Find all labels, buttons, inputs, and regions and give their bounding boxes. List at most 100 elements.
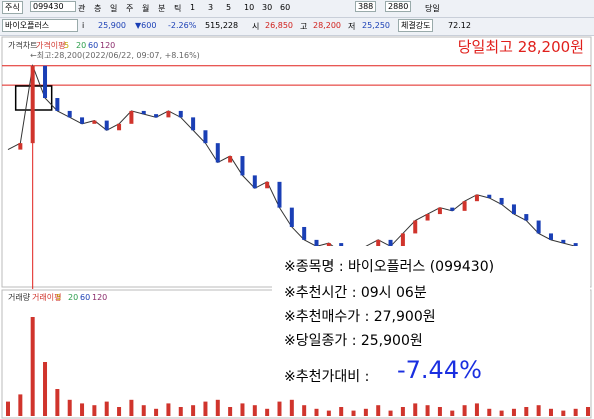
- info-icon[interactable]: i: [82, 21, 85, 30]
- legend-item: 5: [64, 41, 69, 50]
- toolbar-button[interactable]: 10: [244, 3, 255, 12]
- candle: [573, 243, 578, 247]
- candle: [18, 143, 23, 150]
- count-input[interactable]: 388: [355, 1, 377, 12]
- quote-bar: 바이오플러스 i 25,900 ▼600 -2.26% 515,228 시 26…: [0, 18, 594, 36]
- strength-label: 체결강도: [398, 19, 434, 32]
- volume: 515,228: [205, 21, 239, 30]
- volume-bar: [6, 401, 10, 416]
- candle: [92, 120, 97, 124]
- change-label: ※추천가대비 :: [284, 369, 370, 385]
- volume-bar: [228, 407, 233, 416]
- volume-bar: [43, 362, 48, 416]
- volume-bar: [536, 405, 541, 416]
- change-value: -7.44%: [397, 356, 482, 384]
- candle: [437, 207, 442, 215]
- candle: [499, 197, 504, 205]
- volume-bar: [55, 389, 60, 416]
- volume-bar: [388, 410, 393, 416]
- candle: [43, 65, 48, 99]
- candle: [487, 194, 492, 198]
- open-label: 시: [252, 22, 260, 31]
- legend-item: 5: [56, 293, 61, 302]
- volume-bar: [511, 408, 516, 416]
- strength: 72.12: [448, 21, 471, 30]
- today-toggle[interactable]: 당일: [425, 4, 440, 13]
- legend-item: 거래량: [8, 292, 31, 302]
- volume-bar: [141, 405, 146, 416]
- change: ▼600: [135, 21, 157, 30]
- candle: [302, 226, 307, 240]
- code-input[interactable]: 099430: [30, 1, 76, 12]
- toolbar-button[interactable]: 월: [142, 4, 150, 13]
- volume-bar: [92, 405, 97, 416]
- volume-bar: [67, 399, 72, 416]
- toolbar-button[interactable]: 층: [94, 4, 102, 13]
- volume-bar: [339, 407, 344, 416]
- annotation: ←최고:28,200(2022/06/22, 09:07, +8.16%): [30, 50, 200, 60]
- toolbar-button[interactable]: 관: [78, 4, 86, 13]
- candle: [104, 120, 109, 131]
- candle: [511, 204, 516, 215]
- volume-bar: [30, 317, 35, 416]
- toolbar-button[interactable]: 일: [110, 4, 118, 13]
- volume-bar: [302, 405, 307, 416]
- candle: [548, 233, 553, 240]
- candle: [80, 117, 85, 124]
- toolbar-button[interactable]: 3: [208, 3, 214, 12]
- info-line: ※당일종가 : 25,900원: [284, 333, 423, 349]
- candle: [289, 207, 294, 227]
- toolbar-button[interactable]: 틱: [174, 4, 182, 13]
- volume-bar: [413, 403, 418, 416]
- legend-item: 가격이평: [36, 40, 65, 50]
- toolbar-button[interactable]: 주: [126, 4, 134, 13]
- legend-item: 120: [100, 41, 115, 50]
- candle: [215, 143, 220, 163]
- candle: [240, 156, 245, 176]
- volume-bar: [326, 410, 331, 416]
- toolbar-button[interactable]: 60: [280, 3, 291, 12]
- candle: [450, 207, 455, 211]
- volume-bar: [561, 410, 566, 416]
- callout: 당일최고 28,200원: [458, 38, 584, 56]
- candle: [154, 114, 159, 118]
- volume-bar: [450, 410, 455, 416]
- volume-bar: [462, 405, 467, 416]
- legend-item: 120: [92, 293, 107, 302]
- toolbar-button[interactable]: 1: [190, 3, 196, 12]
- volume-bar: [437, 407, 442, 416]
- volume-bar: [240, 403, 245, 416]
- volume-bar: [154, 408, 159, 416]
- candle: [376, 239, 381, 247]
- candle: [326, 243, 331, 247]
- volume-bar: [363, 408, 368, 416]
- toolbar-button[interactable]: 5: [226, 3, 232, 12]
- volume-bar: [215, 399, 220, 416]
- volume-bar: [104, 401, 109, 416]
- legend-item: 60: [80, 293, 90, 302]
- candle: [413, 220, 418, 234]
- legend-item: 60: [88, 41, 98, 50]
- volume-bar: [178, 407, 183, 416]
- legend-item: 20: [76, 41, 86, 50]
- legend-item: 가격차트: [8, 40, 37, 50]
- volume-bar: [548, 408, 553, 416]
- total: 2880: [385, 1, 412, 12]
- candle: [252, 175, 257, 189]
- volume-bar: [573, 408, 578, 416]
- candle: [400, 233, 405, 247]
- candle: [277, 181, 282, 208]
- volume-bar: [289, 399, 294, 416]
- candle: [166, 110, 171, 118]
- candle: [129, 110, 134, 124]
- market-select[interactable]: 주식: [2, 1, 23, 14]
- volume-bar: [487, 408, 492, 416]
- high: 28,200: [313, 21, 341, 30]
- volume-bar: [425, 405, 430, 416]
- toolbar-button[interactable]: 분: [158, 4, 166, 13]
- toolbar-button[interactable]: 30: [262, 3, 273, 12]
- candle: [265, 181, 270, 189]
- candle: [141, 110, 146, 115]
- candle: [536, 220, 541, 234]
